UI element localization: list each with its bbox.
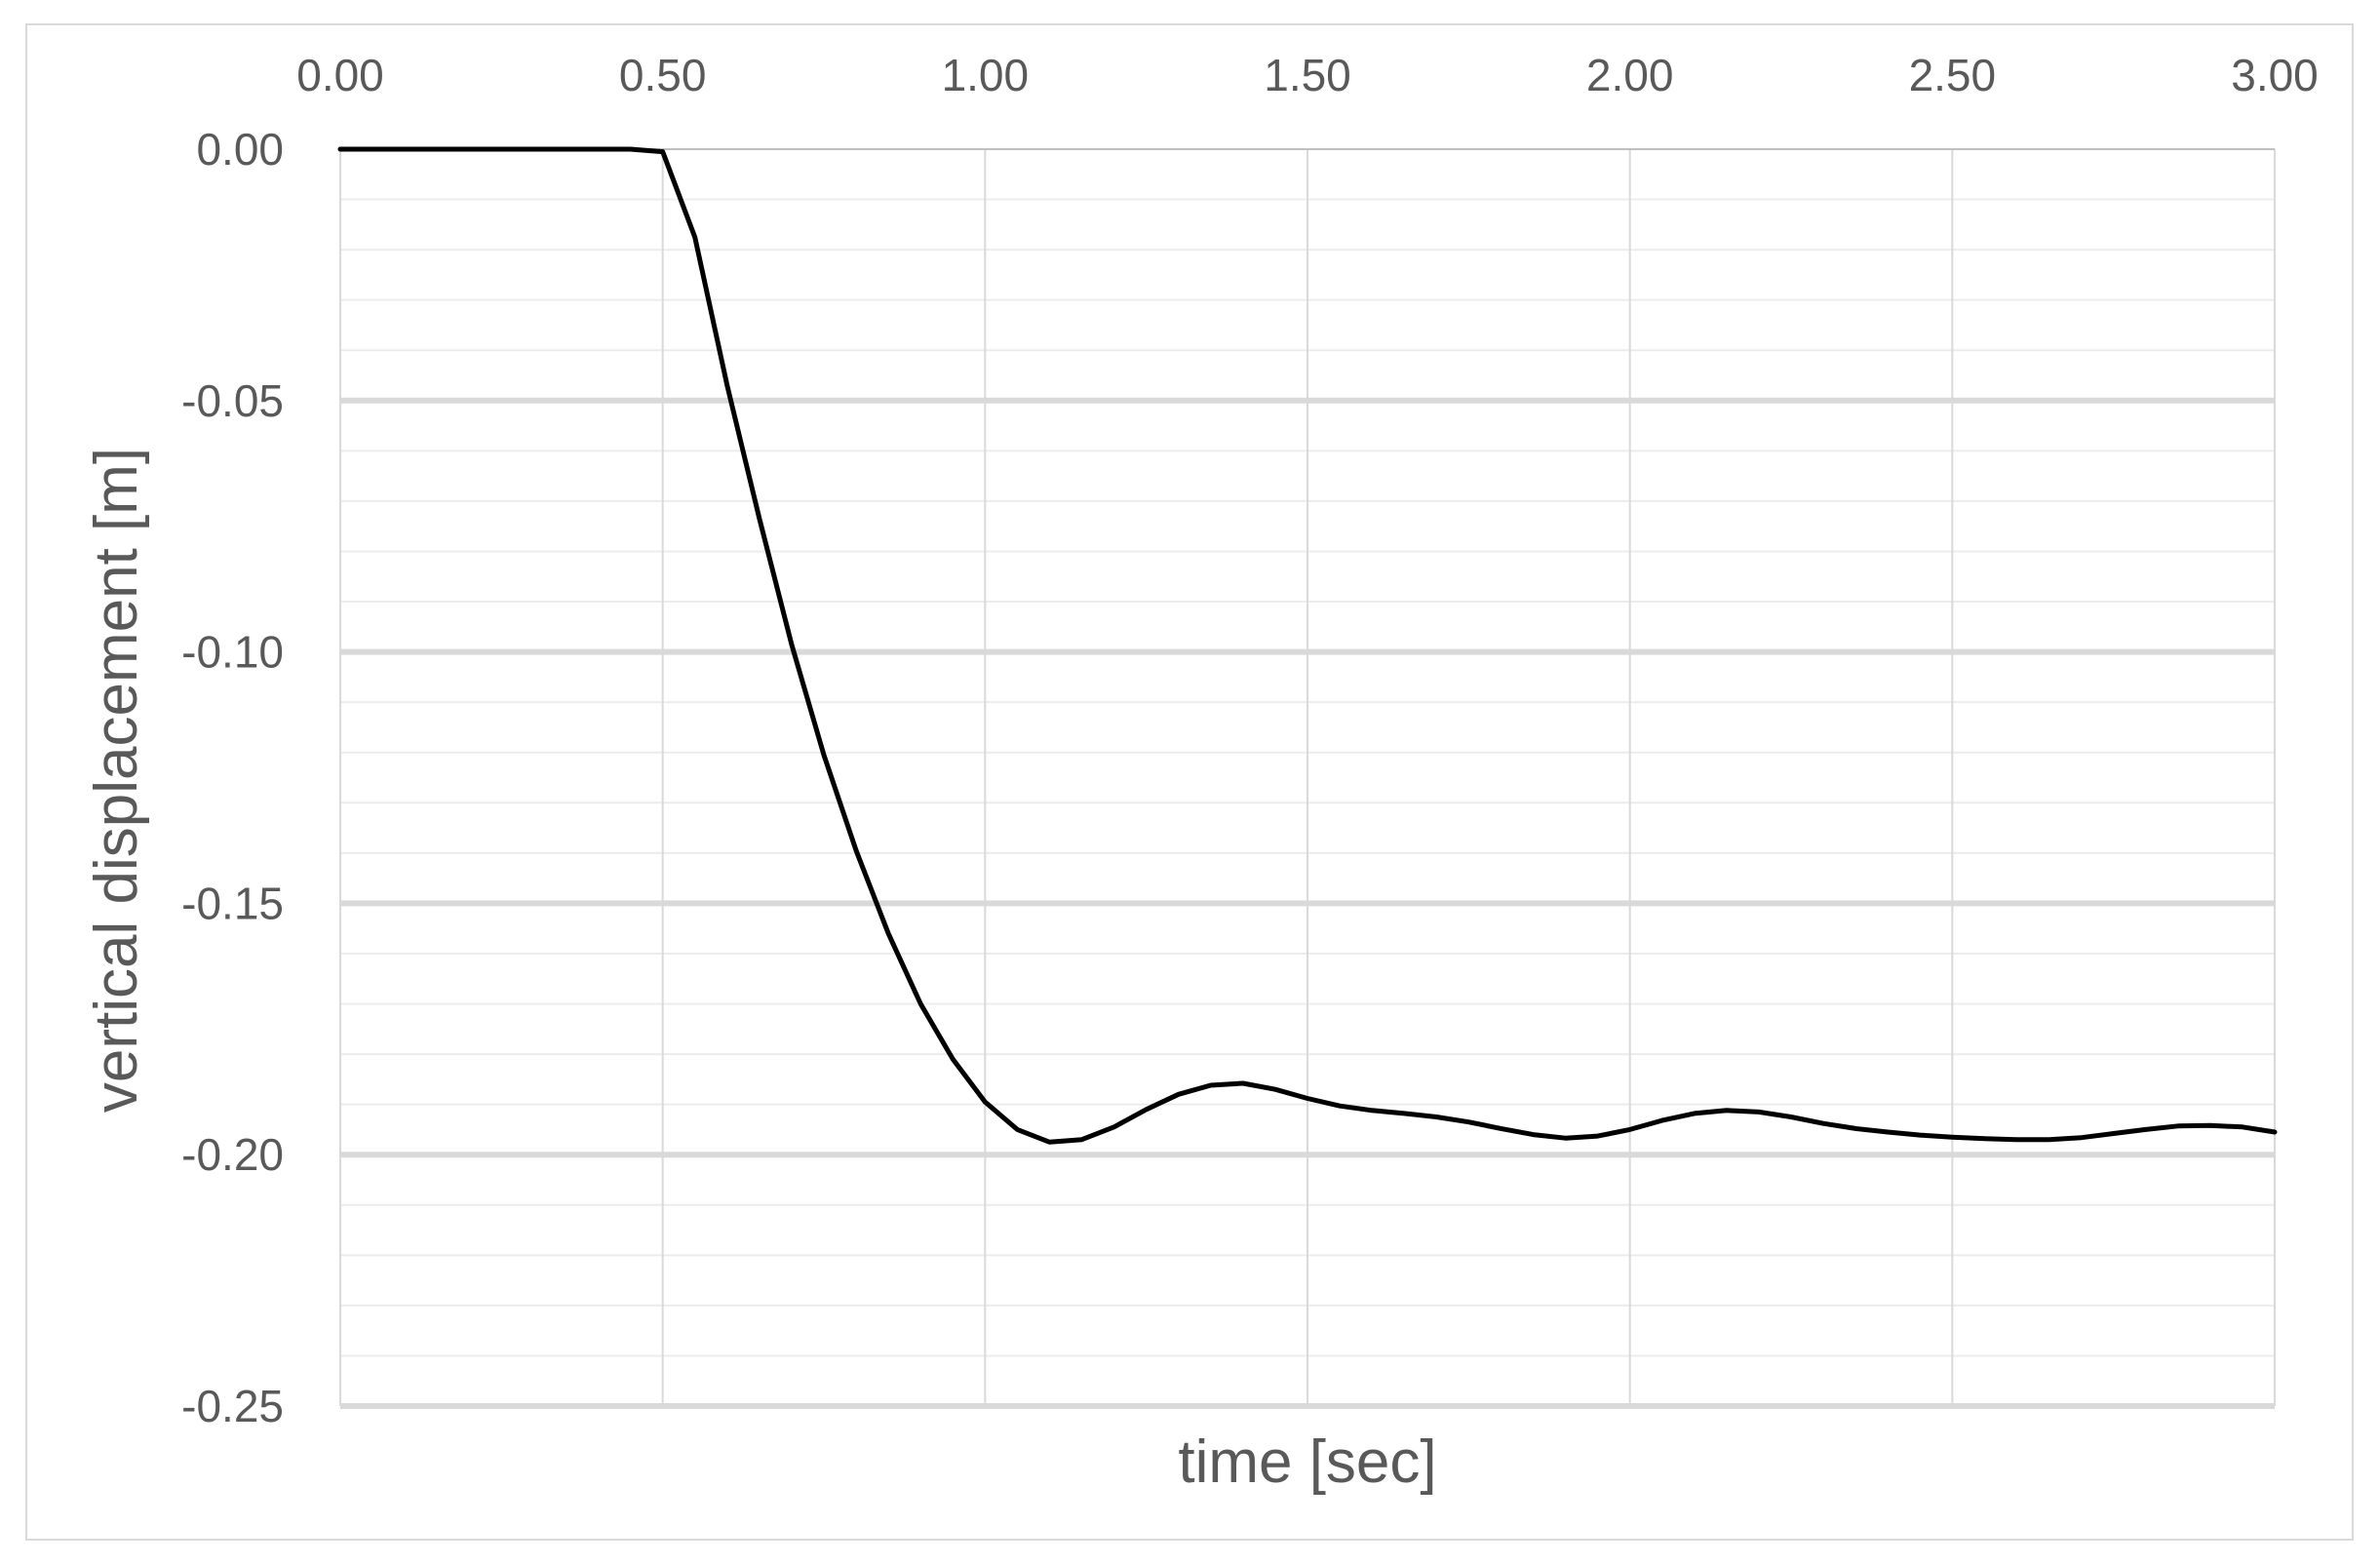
chart-frame <box>25 23 2354 1541</box>
series-layer <box>337 146 2278 1145</box>
y-tick-label: -0.10 <box>181 627 284 678</box>
series-line <box>337 146 2278 1145</box>
y-tick-label: -0.20 <box>181 1129 284 1180</box>
y-tick-label: -0.05 <box>181 375 284 426</box>
y-tick-label: -0.15 <box>181 878 284 928</box>
y-tick-labels: 0.00 -0.05 -0.10 -0.15 -0.20 -0.25 <box>181 124 284 1431</box>
y-axis-title: vertical displacement [m] <box>83 448 150 1113</box>
x-tick-label: 3.00 <box>2231 50 2319 100</box>
x-tick-label: 1.00 <box>942 50 1030 100</box>
x-tick-label: 2.00 <box>1586 50 1674 100</box>
y-tick-label: -0.25 <box>181 1381 284 1431</box>
x-tick-label: 2.50 <box>1909 50 1997 100</box>
x-tick-label: 0.50 <box>619 50 707 100</box>
x-axis-title: time [sec] <box>1178 1428 1436 1496</box>
x-tick-label: 0.00 <box>296 50 384 100</box>
x-tick-labels: 0.00 0.50 1.00 1.50 2.00 2.50 3.00 <box>296 50 2319 100</box>
y-tick-label: 0.00 <box>196 124 284 175</box>
major-gridlines <box>339 148 2276 1409</box>
x-tick-label: 1.50 <box>1264 50 1351 100</box>
